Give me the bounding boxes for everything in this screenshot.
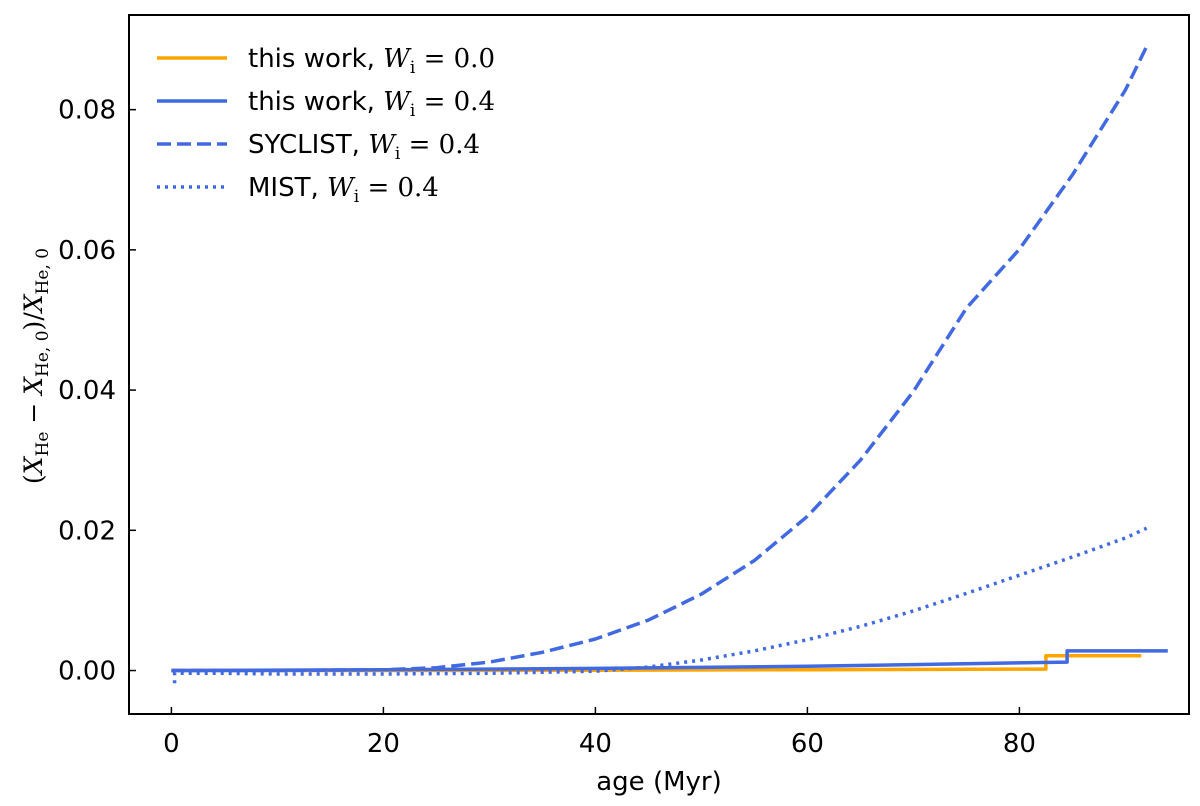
svg-text:(XHe − XHe, 0)/XHe, 0: (XHe − XHe, 0)/XHe, 0 bbox=[19, 248, 53, 484]
x-tick-label: 60 bbox=[791, 729, 824, 759]
legend: this work, Wi = 0.0 this work, Wi = 0.4 SY… bbox=[157, 44, 495, 207]
x-tick-label: 40 bbox=[579, 729, 612, 759]
y-axis-label: (XHe − XHe, 0)/XHe, 0 bbox=[19, 248, 53, 484]
legend-label-1: this work, Wi = 0.0 bbox=[248, 44, 495, 78]
series-line-3 bbox=[171, 45, 1149, 673]
y-tick-label: 0.06 bbox=[58, 236, 116, 266]
y-tick-label: 0.08 bbox=[58, 96, 116, 126]
x-tick-label: 0 bbox=[163, 729, 180, 759]
y-tick-label: 0.00 bbox=[58, 657, 116, 687]
x-tick-label: 20 bbox=[367, 729, 400, 759]
plot-lines bbox=[171, 45, 1168, 684]
y-tick-label: 0.02 bbox=[58, 516, 116, 546]
y-tick-label: 0.04 bbox=[58, 376, 116, 406]
legend-label-2: this work, Wi = 0.4 bbox=[248, 87, 495, 121]
legend-label-4: MIST, Wi = 0.4 bbox=[248, 173, 439, 207]
axis-ticks: 0 20 40 60 80 0.00 0.02 0.04 0.06 0.08 bbox=[58, 96, 1036, 759]
legend-label-3: SYCLIST, Wi = 0.4 bbox=[248, 130, 480, 164]
plot-frame bbox=[128, 14, 1190, 715]
x-axis-label: age (Myr) bbox=[596, 767, 722, 797]
series-line-4 bbox=[172, 526, 1148, 684]
x-tick-label: 80 bbox=[1003, 729, 1036, 759]
